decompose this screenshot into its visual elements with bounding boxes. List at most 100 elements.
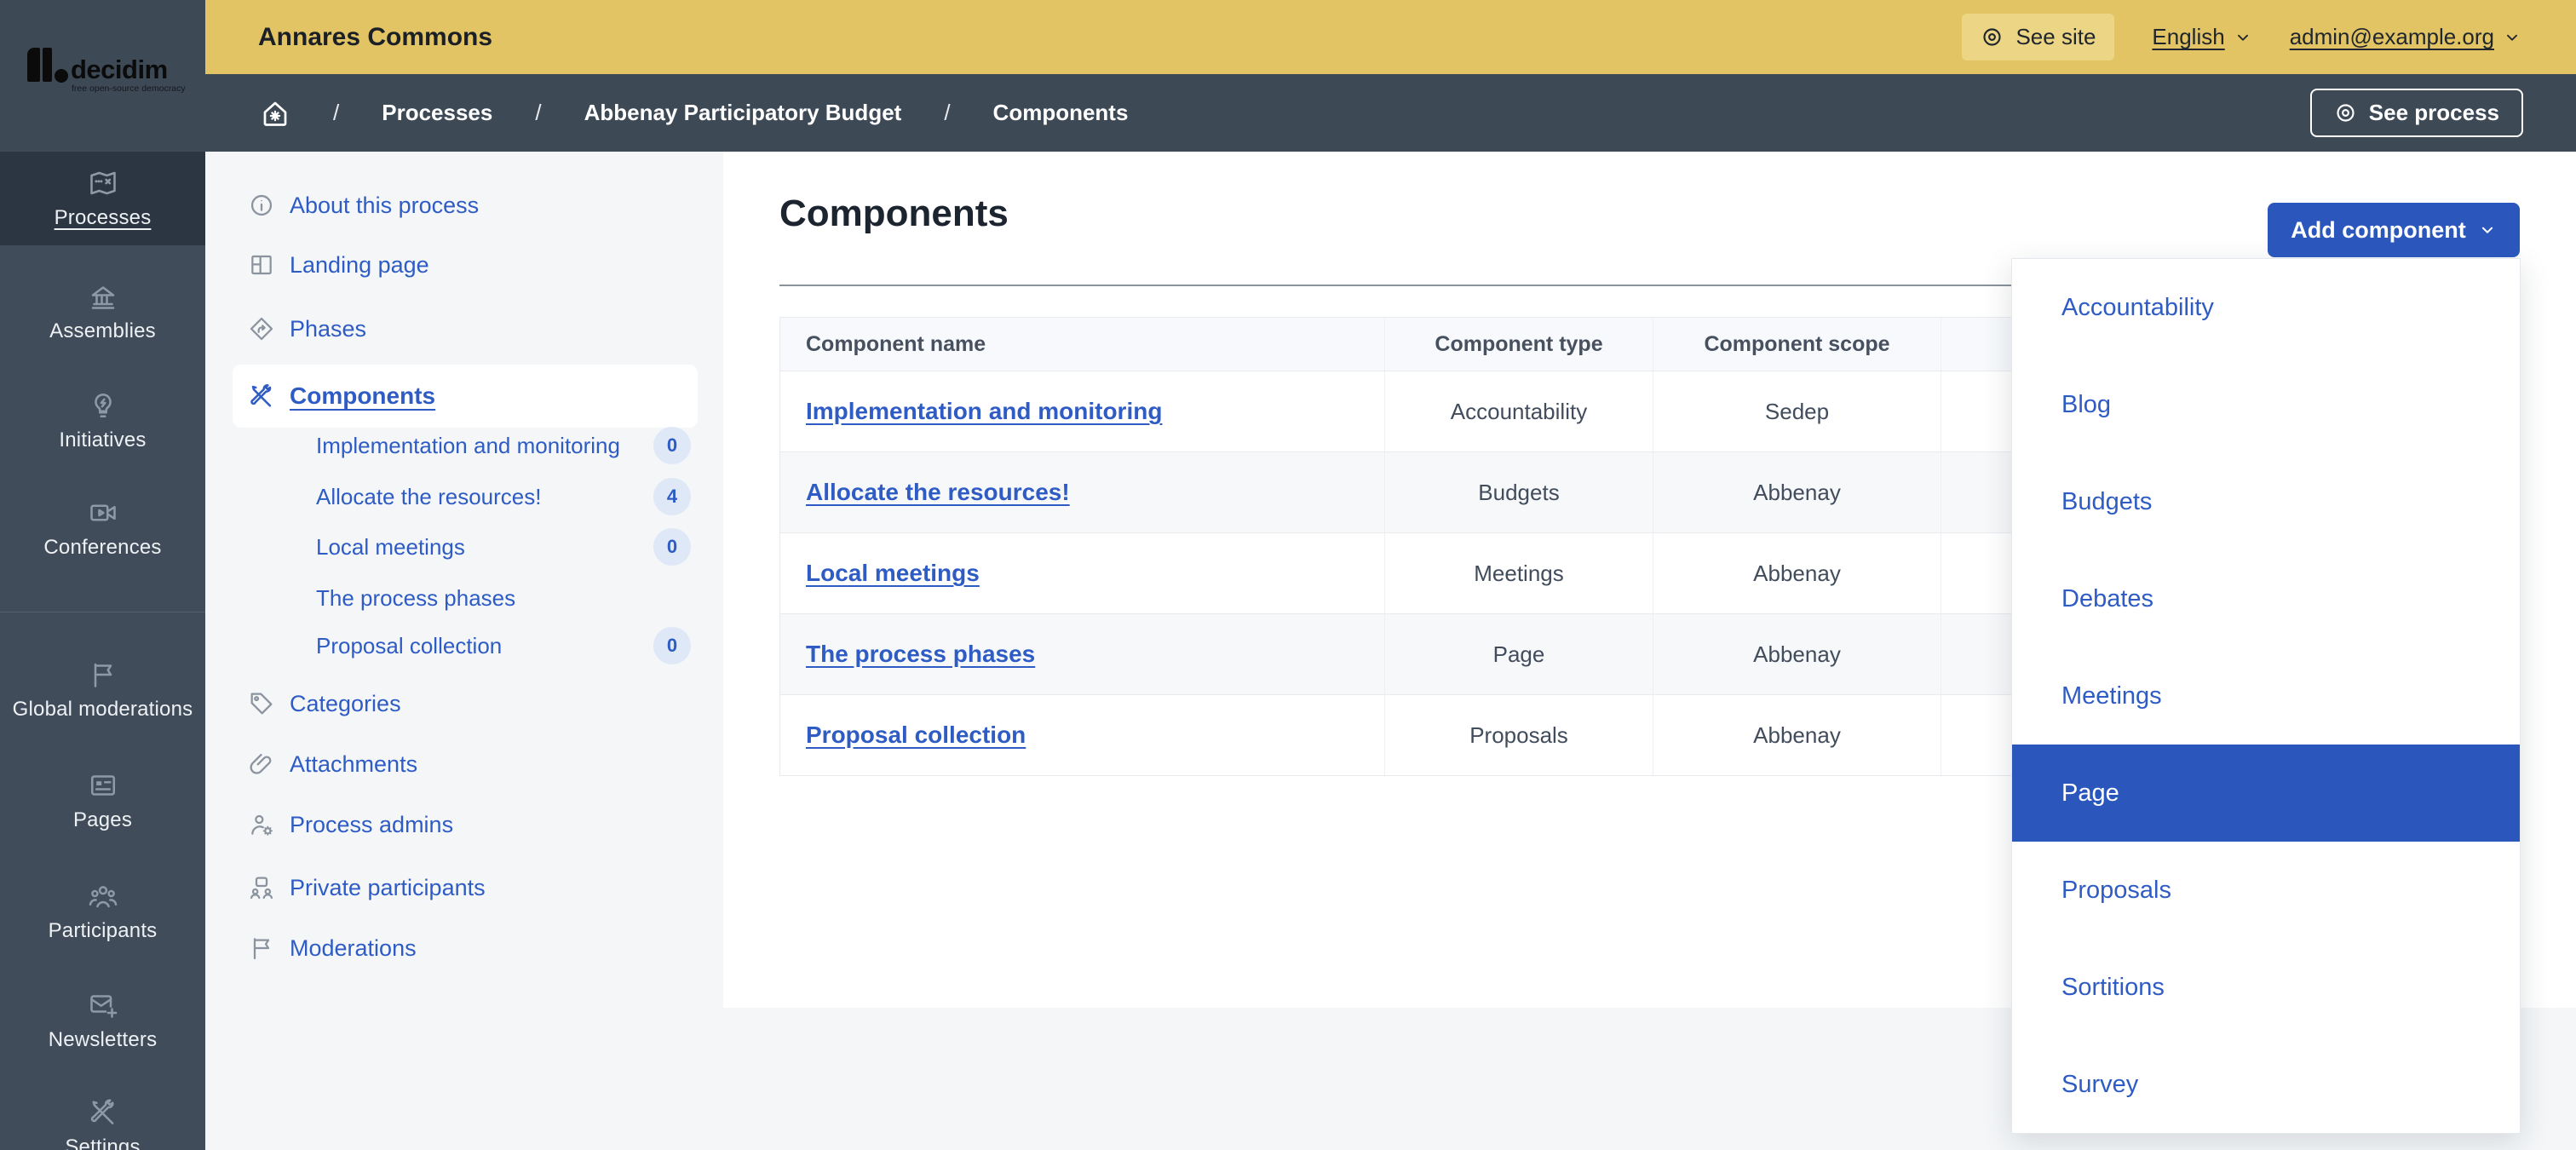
tag-icon [248,690,275,717]
user-account-dropdown[interactable]: admin@example.org [2290,24,2521,50]
eye-icon [2334,101,2357,124]
lightbulb-icon [88,390,118,421]
sidebar-item-processes[interactable]: Processes [0,152,205,245]
column-header-component-name: Component name [780,318,1385,371]
top-bar-right: See site English admin@example.org [1962,14,2521,60]
component-sub-label: The process phases [316,584,516,611]
logo-bar-shape [27,48,40,82]
component-scope-cell: Abbenay [1653,533,1941,613]
process-menu-label: Process admins [290,811,454,837]
video-icon [88,497,118,528]
breadcrumb-item-processes[interactable]: Processes [382,100,493,125]
language-label: English [2152,24,2225,49]
menu-item-page[interactable]: Page [2012,745,2520,842]
component-link-implementation[interactable]: Implementation and monitoring 0 [316,422,691,469]
decidim-logo[interactable]: decidim free open-source democracy [26,44,196,95]
process-menu-label: Categories [290,690,401,716]
process-menu-label: Attachments [290,750,418,777]
page-title: Components [779,193,1009,234]
tools-icon [248,382,275,410]
breadcrumb-item-components[interactable]: Components [992,100,1129,125]
newspaper-icon [88,770,118,801]
sidebar-item-settings[interactable]: Settings [0,1087,205,1150]
sidebar-item-label: Global moderations [12,697,193,721]
sidebar-item-participants[interactable]: Participants [0,871,205,952]
sidebar-item-label: Participants [48,918,158,942]
process-menu-moderations[interactable]: Moderations [248,924,417,972]
component-link-local-meetings[interactable]: Local meetings 0 [316,523,691,571]
eye-icon [1981,26,2004,49]
route-diamond-icon [248,315,275,342]
component-link-allocate-resources[interactable]: Allocate the resources! 4 [316,473,691,520]
component-name-link[interactable]: The process phases [806,641,1036,667]
sidebar-item-assemblies[interactable]: Assemblies [0,271,205,353]
title-divider [779,285,2520,286]
count-badge: 4 [653,478,691,515]
bank-icon [88,281,118,312]
menu-item-sortitions[interactable]: Sortitions [2061,973,2165,1001]
menu-item-accountability[interactable]: Accountability [2061,293,2214,321]
component-link-proposal-collection[interactable]: Proposal collection 0 [316,622,691,670]
sidebar-item-global-moderations[interactable]: Global moderations [0,649,205,731]
user-email-label: admin@example.org [2289,24,2494,49]
process-menu-label: Phases [290,315,367,342]
tools-icon [88,1097,118,1128]
component-type-cell: Page [1385,614,1653,694]
table-row: Implementation and monitoring Accountabi… [780,371,2519,451]
logo-brand-text: decidim [71,55,168,84]
chevron-down-icon [2478,221,2497,239]
column-header-component-type: Component type [1385,318,1653,371]
add-component-menu: Accountability Blog Budgets Debates Meet… [2011,258,2521,1134]
language-dropdown[interactable]: English [2152,24,2251,50]
see-process-button[interactable]: See process [2309,89,2523,137]
process-menu-label: About this process [290,192,480,218]
breadcrumb-item-process-name[interactable]: Abbenay Participatory Budget [584,100,902,125]
component-sub-label: Proposal collection [316,632,503,658]
menu-item-budgets[interactable]: Budgets [2061,487,2153,515]
chevron-down-icon [2234,28,2252,47]
process-menu-process-admins[interactable]: Process admins [248,801,453,848]
menu-item-blog[interactable]: Blog [2061,390,2112,418]
table-row: Local meetings Meetings Abbenay [780,532,2519,613]
process-menu-landing-page[interactable]: Landing page [248,241,429,289]
menu-item-survey[interactable]: Survey [2061,1070,2139,1098]
home-icon[interactable] [260,98,290,129]
component-name-link[interactable]: Implementation and monitoring [806,398,1163,424]
process-menu-label: Components [290,382,436,409]
sidebar-item-initiatives[interactable]: Initiatives [0,380,205,462]
menu-item-debates[interactable]: Debates [2061,584,2154,612]
sidebar-item-conferences[interactable]: Conferences [0,487,205,569]
add-component-button[interactable]: Add component [2268,203,2520,257]
team-icon [248,874,275,901]
sidebar-item-label: Settings [65,1135,141,1150]
component-name-link[interactable]: Local meetings [806,560,980,586]
menu-item-meetings[interactable]: Meetings [2061,681,2162,710]
main-sidebar: decidim free open-source democracy Proce… [0,0,205,1150]
breadcrumb-separator: / [333,100,340,125]
process-menu-attachments[interactable]: Attachments [248,740,417,788]
component-name-link[interactable]: Proposal collection [806,722,1026,748]
sidebar-item-label: Assemblies [49,319,156,342]
see-site-button[interactable]: See site [1962,14,2115,60]
column-header-component-scope: Component scope [1653,318,1941,371]
process-menu-components[interactable]: Components [233,365,698,428]
component-scope-cell: Abbenay [1653,452,1941,532]
logo-dot-shape [55,69,68,83]
count-badge: 0 [653,427,691,464]
sidebar-item-newsletters[interactable]: Newsletters [0,980,205,1061]
group-icon [88,881,118,911]
logo-tagline: free open-source democracy [72,83,186,94]
process-menu-phases[interactable]: Phases [248,305,366,353]
component-link-process-phases[interactable]: The process phases [316,574,691,622]
flag-icon [248,934,275,962]
see-process-label: See process [2368,100,2499,125]
process-menu-categories[interactable]: Categories [248,680,401,727]
see-site-label: See site [2015,24,2096,49]
info-circle-icon [248,192,275,219]
process-menu-about[interactable]: About this process [248,181,479,229]
menu-item-proposals[interactable]: Proposals [2061,876,2171,904]
process-menu-private-participants[interactable]: Private participants [248,864,486,911]
sidebar-item-pages[interactable]: Pages [0,760,205,842]
component-name-link[interactable]: Allocate the resources! [806,479,1070,505]
component-sub-label: Local meetings [316,533,465,560]
